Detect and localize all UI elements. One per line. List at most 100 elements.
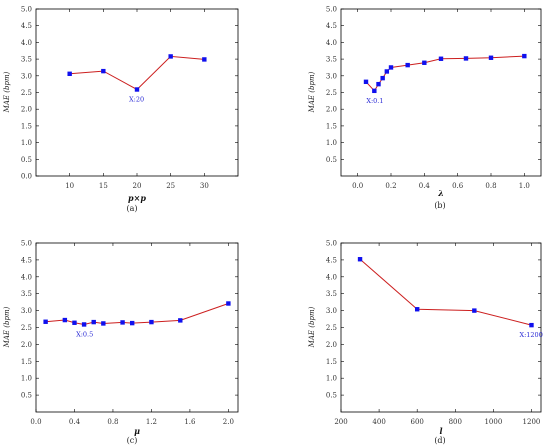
- x-tick-label: 2.0: [223, 418, 234, 426]
- y-tick-label: 3.0: [326, 307, 337, 315]
- y-axis-label: MAE (bpm): [308, 306, 316, 348]
- data-point: [43, 319, 48, 324]
- x-tick-label: 30: [200, 182, 209, 190]
- data-point: [149, 319, 154, 325]
- x-tick-label: 1.6: [184, 418, 196, 426]
- data-point: [529, 322, 534, 328]
- y-tick-label: 2.5: [326, 89, 337, 97]
- y-tick-label: 0.5: [21, 392, 32, 400]
- subplot-a: 0.0 0.5 1.0 1.5 2.0 2.5 3.0 3.5 4.0 4.5 5.0 10 15 20 2…: [3, 6, 239, 213]
- data-point: [72, 320, 77, 325]
- x-axis-label: p×p: [128, 193, 146, 203]
- subplot-c: 0.5 1.0 1.5 2.0 2.5 3.0 3.5 4.0 4.5 5.0 0.0 0.4 0.8 1…: [3, 240, 239, 445]
- y-tick-label: 1.5: [21, 122, 32, 130]
- series-line: [69, 55, 205, 91]
- y-tick-label: 3.5: [21, 290, 32, 298]
- data-point: [422, 60, 427, 65]
- y-tick-label: 3.0: [21, 72, 32, 80]
- x-axis-label: μ: [134, 426, 140, 436]
- data-point: [91, 319, 96, 325]
- data-point: [357, 257, 363, 262]
- point-annotation: X:20: [129, 95, 144, 103]
- data-point: [463, 56, 469, 61]
- y-tick-label: 2.0: [326, 341, 337, 349]
- x-tick-label: 25: [166, 182, 175, 190]
- series-line: [365, 55, 525, 92]
- y-tick-label: 5.0: [21, 240, 32, 248]
- y-tick-label: 5.0: [326, 240, 337, 248]
- data-point: [522, 53, 527, 59]
- x-tick-label: 0.6: [452, 182, 464, 190]
- y-tick-label: 3.5: [21, 56, 32, 64]
- y-tick-label: 4.0: [21, 39, 32, 47]
- x-tick-label: 0.4: [419, 182, 431, 190]
- y-tick-label: 1.5: [326, 122, 337, 130]
- subplot-d: 0.5 1.0 1.5 2.0 2.5 3.0 3.5 4.0 4.5 5.0 200 400 600 8…: [308, 240, 543, 446]
- y-tick-label: 3.5: [326, 290, 337, 298]
- y-tick-label: 2.0: [326, 106, 337, 114]
- y-tick-label: 4.5: [21, 22, 32, 30]
- x-tick-label: 400: [372, 418, 385, 426]
- data-point: [178, 318, 183, 323]
- y-tick-label: 2.0: [21, 341, 32, 349]
- y-tick-label: 0.0: [21, 173, 32, 181]
- x-tick-label: 0.4: [69, 418, 81, 426]
- data-point: [405, 62, 410, 68]
- y-tick-label: 1.0: [326, 375, 337, 383]
- data-point: [81, 322, 87, 327]
- data-point: [438, 56, 444, 61]
- x-tick-label: 0.8: [107, 418, 118, 426]
- y-tick-label: 2.5: [21, 324, 32, 332]
- x-tick-label: 10: [65, 182, 74, 190]
- data-point: [380, 75, 385, 81]
- y-tick-label: 4.5: [21, 256, 32, 264]
- data-point: [226, 301, 231, 306]
- y-tick-label: 1.5: [21, 358, 32, 366]
- y-tick-label: 1.0: [326, 139, 337, 147]
- y-axis-label: MAE (bpm): [3, 306, 11, 348]
- y-tick-label: 5.0: [326, 6, 337, 14]
- x-tick-label: 15: [99, 182, 108, 190]
- y-tick-label: 4.0: [21, 273, 32, 281]
- y-tick-label: 2.5: [21, 89, 32, 97]
- plot-frame: [35, 242, 239, 413]
- data-point: [372, 88, 377, 94]
- y-tick-label: 1.0: [21, 375, 32, 383]
- point-annotation: X:0.5: [76, 330, 93, 338]
- data-point: [101, 321, 106, 326]
- plot-frame: [35, 8, 239, 177]
- y-tick-label: 4.0: [326, 39, 337, 47]
- subplot-caption: (c): [127, 436, 138, 445]
- y-tick-label: 3.5: [326, 56, 337, 64]
- y-tick-label: 2.5: [326, 324, 337, 332]
- x-tick-label: 800: [449, 418, 462, 426]
- data-point: [376, 81, 381, 87]
- y-tick-label: 5.0: [21, 6, 32, 14]
- data-point: [129, 320, 135, 326]
- data-point: [388, 65, 394, 70]
- data-point: [384, 69, 390, 74]
- plot-frame: [340, 8, 542, 177]
- data-point: [134, 87, 140, 92]
- x-axis-label: λ: [437, 188, 444, 198]
- x-tick-label: 20: [133, 182, 142, 190]
- data-point: [363, 79, 369, 85]
- x-tick-label: 1000: [484, 418, 502, 426]
- data-point: [414, 307, 420, 312]
- x-tick-label: 1.2: [146, 418, 157, 426]
- point-annotation: X:1200: [519, 331, 542, 339]
- data-point: [202, 57, 207, 62]
- subplot-caption: (a): [126, 204, 137, 213]
- x-tick-label: 0.0: [352, 182, 363, 190]
- subplot-b: 0.5 1.0 1.5 2.0 2.5 3.0 3.5 4.0 4.5 5.0 0.0 0.2 0.4 0…: [308, 6, 542, 210]
- y-tick-label: 4.5: [326, 256, 337, 264]
- data-point: [62, 317, 68, 323]
- data-point: [67, 71, 72, 76]
- data-point: [120, 320, 125, 325]
- point-annotation: X:0.1: [366, 97, 383, 105]
- y-axis-label: MAE (bpm): [3, 71, 11, 113]
- y-tick-label: 2.0: [21, 106, 32, 114]
- x-tick-label: 0.0: [30, 418, 41, 426]
- data-point: [101, 68, 106, 74]
